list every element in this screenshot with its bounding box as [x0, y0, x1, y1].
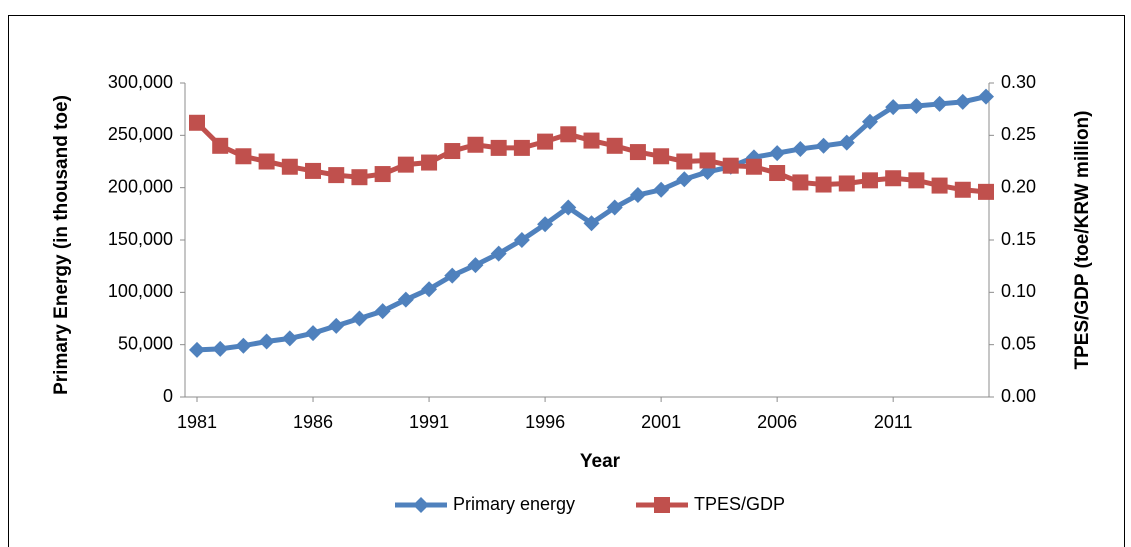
marker — [978, 183, 994, 200]
marker — [815, 137, 832, 154]
marker — [653, 148, 670, 165]
marker — [212, 340, 229, 357]
marker — [444, 267, 461, 284]
marker — [374, 303, 391, 320]
marker — [560, 126, 577, 143]
marker — [838, 175, 855, 192]
marker — [815, 176, 832, 193]
x-axis-title: Year — [580, 451, 621, 472]
marker — [537, 133, 554, 150]
y2-tick-label: 0.05 — [1001, 333, 1036, 353]
marker — [583, 215, 600, 232]
marker — [676, 153, 693, 170]
y-tick-label: 0 — [163, 386, 173, 406]
marker — [281, 330, 298, 347]
marker — [305, 162, 322, 179]
x-tick-label: 1986 — [293, 412, 333, 432]
marker — [351, 169, 368, 186]
marker — [467, 136, 484, 153]
x-tick-label: 2011 — [874, 412, 913, 432]
marker — [722, 157, 739, 174]
marker — [583, 132, 600, 149]
marker — [931, 177, 948, 194]
marker — [444, 143, 461, 160]
marker — [861, 113, 878, 130]
marker — [885, 99, 902, 116]
y-tick-label: 50,000 — [118, 333, 173, 353]
marker — [908, 98, 925, 115]
x-tick-label: 2006 — [757, 412, 797, 432]
marker — [189, 341, 205, 358]
marker — [413, 497, 429, 513]
x-tick-label: 1991 — [409, 412, 449, 432]
marker — [421, 154, 438, 171]
y-axis-title: Primary Energy (in thousand toe) — [51, 95, 72, 395]
marker — [374, 166, 391, 183]
y2-tick-label: 0.25 — [1001, 124, 1036, 144]
frame — [8, 15, 1125, 547]
marker — [212, 137, 229, 154]
marker — [629, 144, 646, 161]
y-tick-label: 200,000 — [108, 176, 173, 196]
marker — [606, 137, 623, 154]
marker — [654, 497, 670, 513]
marker — [954, 181, 971, 198]
y2-tick-label: 0.10 — [1001, 281, 1036, 301]
marker — [537, 216, 554, 233]
marker — [305, 325, 322, 342]
marker — [769, 165, 786, 182]
marker — [792, 140, 809, 157]
marker — [351, 310, 368, 327]
marker — [838, 134, 855, 151]
x-tick-label: 1996 — [525, 412, 565, 432]
marker — [258, 333, 275, 350]
x-tick-label: 2001 — [641, 412, 681, 432]
marker — [397, 156, 414, 173]
marker — [861, 172, 878, 189]
y-tick-label: 150,000 — [108, 229, 173, 249]
y2-tick-label: 0.20 — [1001, 176, 1036, 196]
marker — [235, 337, 252, 354]
marker — [931, 95, 948, 112]
marker — [258, 153, 275, 170]
y-tick-label: 250,000 — [108, 124, 173, 144]
marker — [281, 158, 298, 175]
y2-tick-label: 0.00 — [1001, 386, 1036, 406]
y-tick-label: 100,000 — [108, 281, 173, 301]
marker — [189, 114, 205, 131]
marker — [792, 174, 809, 191]
marker — [397, 291, 414, 308]
marker — [235, 148, 252, 165]
marker — [421, 281, 438, 298]
marker — [769, 145, 786, 162]
marker — [560, 199, 577, 216]
marker — [513, 139, 530, 156]
y2-axis-title: TPES/GDP (toe/KRW million) — [1072, 111, 1093, 370]
marker — [490, 139, 507, 156]
y-tick-label: 300,000 — [108, 72, 173, 92]
y2-tick-label: 0.15 — [1001, 229, 1036, 249]
legend-label: Primary energy — [453, 494, 575, 514]
legend-label: TPES/GDP — [694, 494, 785, 514]
marker — [676, 171, 693, 188]
marker — [954, 93, 971, 110]
marker — [629, 186, 646, 203]
marker — [606, 199, 623, 216]
marker — [328, 317, 345, 334]
marker — [490, 245, 507, 262]
marker — [978, 88, 994, 105]
marker — [699, 152, 716, 169]
marker — [653, 181, 670, 198]
x-tick-label: 1981 — [177, 412, 217, 432]
marker — [908, 172, 925, 189]
marker — [745, 158, 762, 175]
marker — [328, 167, 345, 184]
marker — [513, 232, 530, 248]
marker — [885, 170, 902, 187]
y2-tick-label: 0.30 — [1001, 72, 1036, 92]
marker — [467, 257, 484, 274]
